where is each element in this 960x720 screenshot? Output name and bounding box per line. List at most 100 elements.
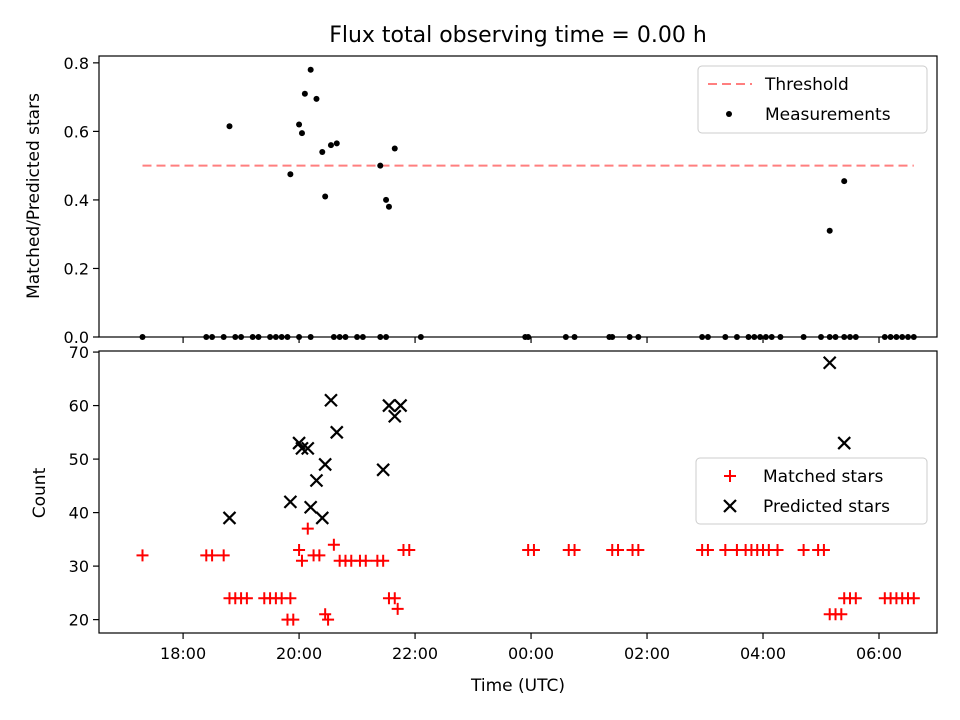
legend-threshold-label: Threshold: [764, 75, 849, 95]
matched-star-point: [817, 544, 830, 557]
matched-star-point: [327, 538, 340, 551]
bottom-x-tick-label: 20:00: [276, 644, 322, 663]
top-legend-box: [697, 65, 928, 134]
matched-star-point: [388, 592, 401, 605]
bottom-x-axis-label: Time (UTC): [470, 676, 565, 696]
bottom-y-tick-label: 30: [69, 557, 89, 576]
bottom-x-tick-label: 04:00: [740, 644, 786, 663]
matched-star-point: [719, 544, 732, 557]
matched-star-point: [217, 549, 230, 562]
chart-title: Flux total observing time = 0.00 h: [329, 23, 707, 48]
bottom-y-tick-label: 50: [69, 450, 89, 469]
matched-star-point: [907, 592, 920, 605]
measurement-point: [301, 90, 308, 97]
predicted-star-point: [318, 457, 332, 472]
bottom-x-axis-ticks: 18:00 20:00 22:00 00:00 02:00 04:00 06:00: [160, 633, 902, 663]
top-y-tick-label: 0.2: [64, 259, 89, 278]
bottom-x-tick-label: 02:00: [624, 644, 670, 663]
measurement-point: [226, 123, 233, 130]
top-y-axis-label: Matched/Predicted stars: [24, 93, 44, 299]
predicted-star-point: [822, 355, 837, 370]
bottom-x-tick-label: 22:00: [392, 644, 438, 663]
bottom-y-axis-label: Count: [30, 467, 50, 518]
legend-predicted-label: Predicted stars: [763, 497, 890, 517]
matched-star-point: [319, 608, 332, 621]
matched-star-point: [797, 544, 810, 557]
top-panel-frame: [98, 55, 938, 338]
bottom-y-tick-label: 20: [69, 611, 89, 630]
legend-predicted-swatch: [723, 499, 737, 513]
measurement-point: [319, 148, 326, 155]
predicted-star-point: [387, 409, 402, 424]
matched-star-point: [632, 544, 645, 557]
predicted-star-point: [300, 441, 315, 456]
bottom-panel-frame: [98, 350, 938, 634]
matched-star-point: [136, 549, 149, 562]
predicted-star-point: [303, 500, 318, 515]
matched-star-point: [403, 544, 416, 557]
bottom-legend-box: [695, 457, 928, 525]
legend-measurements-label: Measurements: [765, 105, 891, 125]
matched-star-point: [284, 592, 297, 605]
matched-star-point: [377, 554, 390, 567]
matched-star-point: [322, 613, 335, 626]
matched-star-point: [295, 554, 308, 567]
measurement-point: [296, 121, 303, 128]
measurement-point: [327, 142, 334, 149]
legend-measurements-swatch: [726, 111, 732, 117]
predicted-star-points: [222, 355, 851, 525]
measurement-point: [313, 95, 320, 102]
measurement-point: [307, 66, 314, 73]
legend-matched-label: Matched stars: [763, 467, 883, 487]
predicted-star-point: [324, 393, 338, 408]
matched-star-point: [771, 544, 784, 557]
measurement-point: [841, 178, 848, 185]
matched-star-points: [136, 522, 920, 626]
predicted-star-point: [295, 441, 309, 456]
matched-star-point: [240, 592, 253, 605]
bottom-panel: 20 30 40 50 60 70 18:00 20:00 22:00 00:00 02:00 04…: [30, 343, 938, 696]
top-y-tick-label: 0.8: [64, 54, 89, 73]
top-y-tick-label: 0.4: [64, 191, 89, 210]
measurement-points: [139, 66, 917, 340]
measurement-point: [377, 162, 384, 169]
bottom-x-tick-label: 00:00: [508, 644, 554, 663]
predicted-star-point: [222, 511, 237, 525]
top-y-tick-label: 0.6: [64, 122, 89, 141]
measurement-point: [298, 130, 305, 137]
bottom-legend: Matched stars Predicted stars: [695, 457, 928, 525]
measurement-point: [333, 140, 340, 147]
predicted-star-point: [837, 436, 851, 450]
bottom-y-tick-label: 70: [69, 343, 89, 362]
predicted-star-point: [283, 495, 298, 509]
matched-star-point: [359, 554, 372, 567]
predicted-star-point: [309, 473, 324, 488]
bottom-y-axis-ticks: 20 30 40 50 60 70: [69, 343, 99, 630]
bottom-y-tick-label: 40: [69, 504, 89, 523]
top-panel: 0.00.20.40.60.8 Matched/Predicted stars …: [24, 54, 938, 347]
matched-star-point: [701, 544, 714, 557]
measurement-point: [385, 203, 392, 210]
predicted-star-point: [393, 398, 408, 413]
matched-star-point: [835, 608, 848, 621]
matched-star-point: [849, 592, 862, 605]
measurement-point: [287, 171, 294, 178]
legend-matched-swatch: [724, 470, 736, 482]
measurement-point: [826, 227, 833, 234]
matched-star-point: [568, 544, 581, 557]
predicted-star-point: [315, 511, 330, 525]
measurement-point: [322, 193, 329, 200]
bottom-x-tick-label: 06:00: [856, 644, 902, 663]
matched-star-point: [391, 602, 404, 615]
matched-star-point: [206, 549, 219, 562]
matched-star-point: [301, 522, 314, 535]
matched-star-point: [612, 544, 625, 557]
matched-star-point: [527, 544, 540, 557]
top-y-tick-label: 0.0: [64, 328, 89, 347]
top-legend: Threshold Measurements: [697, 65, 928, 134]
predicted-star-point: [329, 425, 344, 440]
measurement-point: [391, 145, 398, 152]
measurement-point: [383, 196, 390, 203]
bottom-y-tick-label: 60: [69, 397, 89, 416]
